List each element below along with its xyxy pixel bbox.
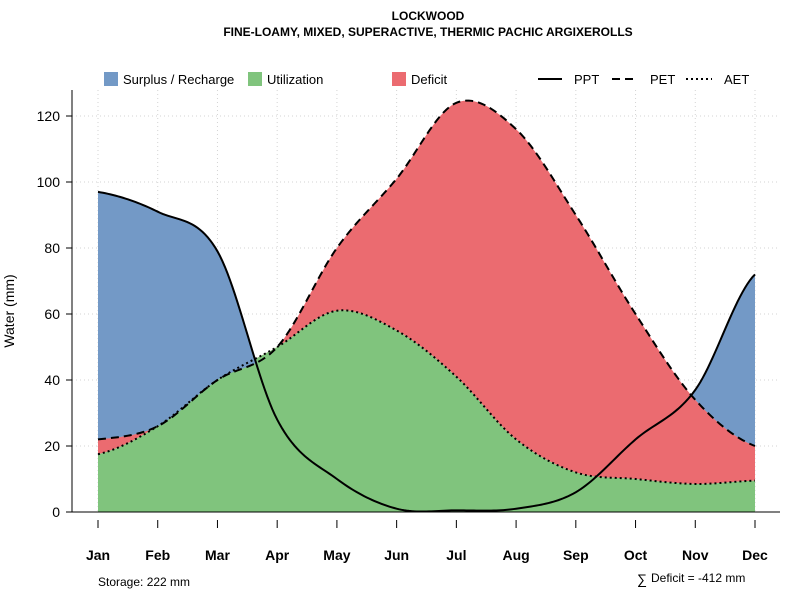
fill-areas: [98, 100, 755, 512]
y-tick-label-120: 120: [37, 108, 61, 124]
chart-subtitle: FINE-LOAMY, MIXED, SUPERACTIVE, THERMIC …: [223, 25, 632, 39]
y-tick-label-100: 100: [37, 174, 61, 190]
series-line-ppt: [97, 190, 756, 513]
legend-label-aet: AET: [724, 72, 749, 87]
series-lines: [97, 99, 756, 513]
y-tick-label-80: 80: [44, 240, 60, 256]
y-tick-label-0: 0: [52, 504, 60, 520]
y-tick-label-40: 40: [44, 372, 60, 388]
x-tick-label-jul: Jul: [446, 547, 466, 563]
storage-annotation: Storage: 222 mm: [98, 575, 190, 589]
legend: Surplus / Recharge Utilization Deficit P…: [104, 72, 749, 87]
y-axis-label: Water (mm): [1, 274, 17, 347]
y-tick-label-60: 60: [44, 306, 60, 322]
legend-swatch-utilization: [248, 72, 262, 86]
x-tick-label-mar: Mar: [205, 547, 230, 563]
y-tick-label-20: 20: [44, 438, 60, 454]
x-tick-label-may: May: [323, 547, 350, 563]
legend-swatch-deficit: [392, 72, 406, 86]
chart-title: LOCKWOOD: [392, 9, 465, 23]
deficit-annotation: Deficit = -412 mm: [651, 571, 745, 585]
axes: 0 20 40 60 80 100 120 Jan Feb Mar Apr May Jun Jul Aug S…: [37, 90, 780, 563]
x-tick-label-apr: Apr: [265, 547, 290, 563]
x-tick-label-feb: Feb: [145, 547, 170, 563]
x-tick-label-jan: Jan: [86, 547, 110, 563]
surplus-area-overlay: [98, 100, 755, 446]
x-tick-label-dec: Dec: [742, 547, 768, 563]
series-line-aet: [97, 309, 756, 485]
x-tick-label-aug: Aug: [502, 547, 529, 563]
sum-symbol: ∑: [637, 571, 647, 587]
legend-label-ppt: PPT: [574, 72, 599, 87]
legend-label-deficit: Deficit: [411, 72, 448, 87]
x-tick-label-nov: Nov: [682, 547, 709, 563]
x-tick-label-oct: Oct: [624, 547, 648, 563]
deficit-area: [98, 100, 755, 484]
legend-label-utilization: Utilization: [267, 72, 323, 87]
x-tick-label-sep: Sep: [563, 547, 589, 563]
x-tick-label-jun: Jun: [384, 547, 409, 563]
legend-swatch-surplus: [104, 72, 118, 86]
legend-label-pet: PET: [650, 72, 675, 87]
series-line-pet: [97, 99, 756, 447]
legend-label-surplus: Surplus / Recharge: [123, 72, 234, 87]
